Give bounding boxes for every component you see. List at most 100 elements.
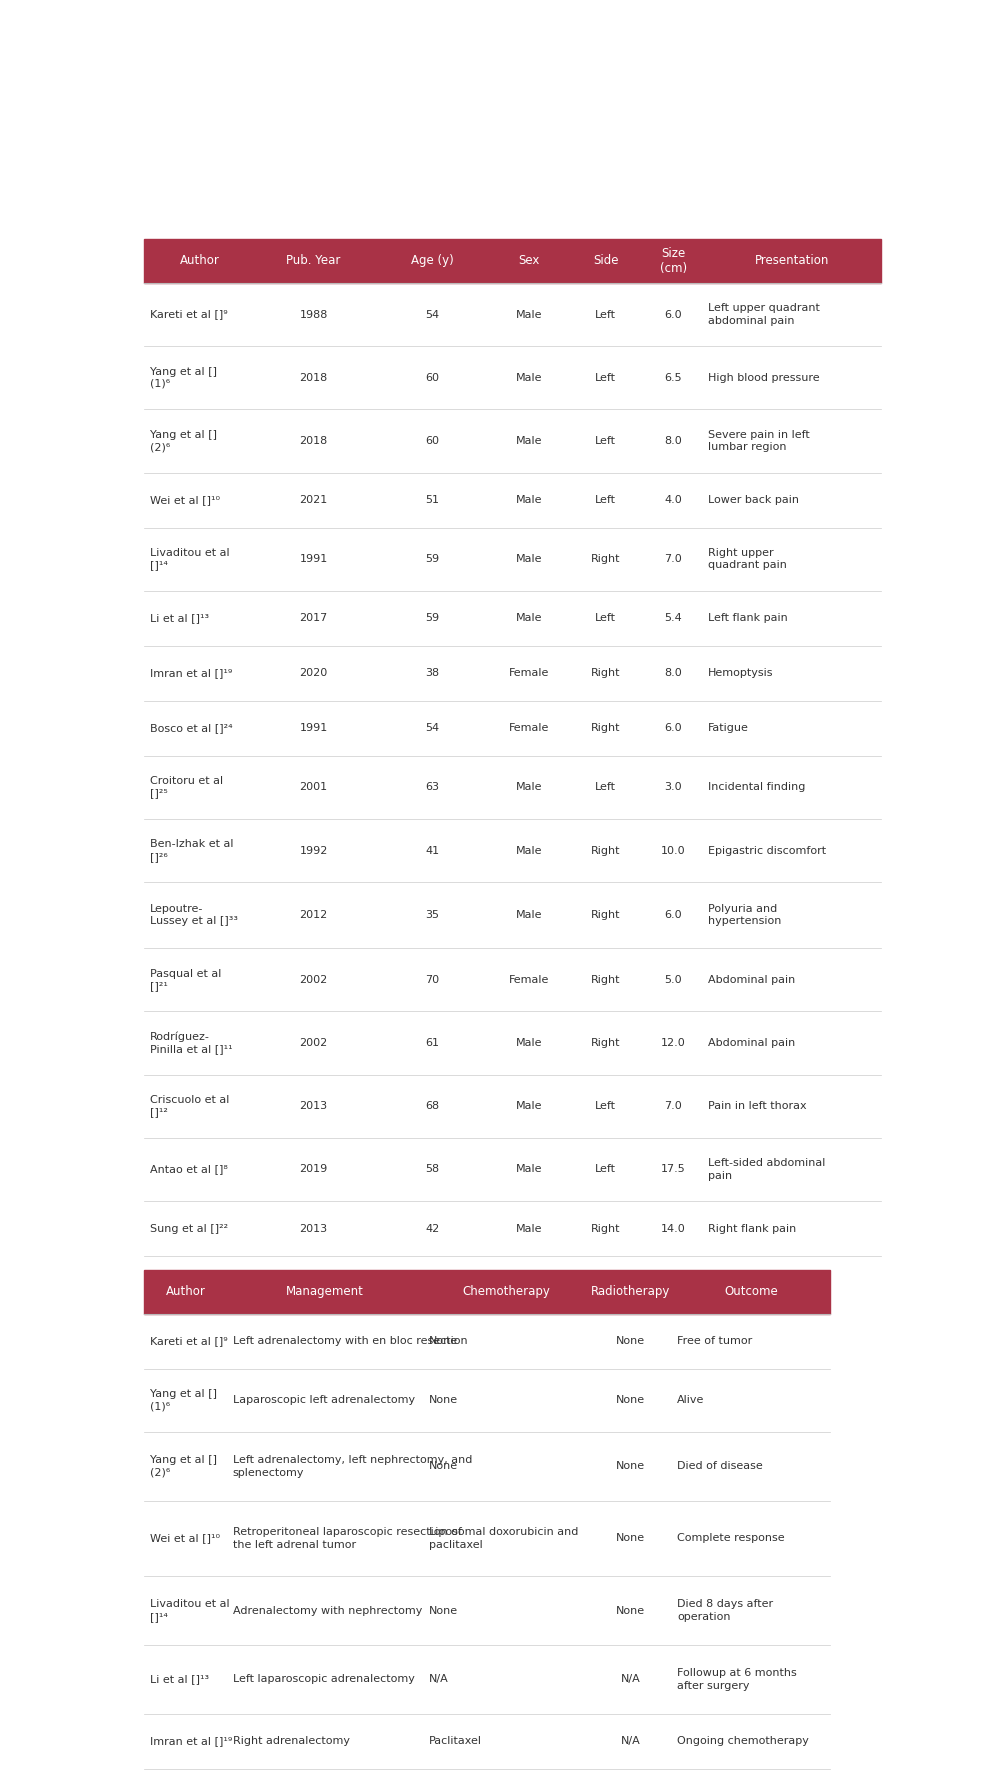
Text: Left: Left [595,614,616,623]
Text: Croitoru et al
[]²⁵: Croitoru et al []²⁵ [150,776,223,798]
Text: 54: 54 [425,309,439,320]
Text: Wei et al []¹⁰: Wei et al []¹⁰ [150,494,220,505]
Text: 63: 63 [425,782,439,793]
Text: 2021: 2021 [300,494,328,505]
Text: Left adrenalectomy, left nephrectomy, and
splenectomy: Left adrenalectomy, left nephrectomy, an… [233,1455,472,1478]
Text: Epigastric discomfort: Epigastric discomfort [708,846,826,855]
Text: Retroperitoneal laparoscopic resection of
the left adrenal tumor: Retroperitoneal laparoscopic resection o… [233,1528,462,1549]
Text: 6.0: 6.0 [664,309,682,320]
Text: Left upper quadrant
abdominal pain: Left upper quadrant abdominal pain [708,303,820,325]
Text: Left adrenalectomy with en bloc resection: Left adrenalectomy with en bloc resectio… [233,1337,467,1346]
Bar [144,1269,830,1314]
Text: 68: 68 [425,1101,439,1112]
Text: 2020: 2020 [300,668,328,678]
Text: Li et al []¹³: Li et al []¹³ [150,614,209,623]
Text: Wei et al []¹⁰: Wei et al []¹⁰ [150,1533,220,1544]
Text: 2012: 2012 [300,910,328,921]
Text: Left: Left [595,1101,616,1112]
Text: 41: 41 [425,846,439,855]
Text: Outcome: Outcome [724,1285,778,1298]
Text: Yang et al []
(2)⁶: Yang et al [] (2)⁶ [150,430,217,452]
Text: Criscuolo et al
[]¹²: Criscuolo et al []¹² [150,1094,229,1117]
Text: 61: 61 [425,1039,439,1048]
Text: 60: 60 [425,373,439,382]
Text: Female: Female [509,975,550,985]
Text: 1991: 1991 [300,553,328,564]
Text: None: None [429,1462,458,1471]
Text: Left: Left [595,436,616,446]
Text: 5.0: 5.0 [664,975,682,985]
Text: 38: 38 [425,668,439,678]
Text: Left: Left [595,1164,616,1175]
Text: Antao et al []⁸: Antao et al []⁸ [150,1164,228,1175]
Text: Right: Right [591,1039,620,1048]
Text: Lepoutre-
Lussey et al []³³: Lepoutre- Lussey et al []³³ [150,903,238,926]
Text: Fatigue: Fatigue [708,723,749,734]
Text: Chemotherapy: Chemotherapy [462,1285,550,1298]
Text: Complete response: Complete response [677,1533,785,1544]
Text: 8.0: 8.0 [664,436,682,446]
Text: 14.0: 14.0 [661,1223,686,1233]
Text: Livaditou et al
[]¹⁴: Livaditou et al []¹⁴ [150,548,229,571]
Text: 2018: 2018 [300,373,328,382]
Text: None: None [429,1396,458,1405]
Text: Right: Right [591,668,620,678]
Text: Free of tumor: Free of tumor [677,1337,753,1346]
Text: 17.5: 17.5 [661,1164,686,1175]
Text: 12.0: 12.0 [661,1039,686,1048]
Text: Pub. Year: Pub. Year [286,255,341,268]
Text: Yang et al []
(1)⁶: Yang et al [] (1)⁶ [150,1389,217,1412]
Text: 3.0: 3.0 [664,782,682,793]
Text: 2013: 2013 [300,1101,328,1112]
Text: Left: Left [595,782,616,793]
Text: Rodríguez-
Pinilla et al []¹¹: Rodríguez- Pinilla et al []¹¹ [150,1032,232,1055]
Text: Hemoptysis: Hemoptysis [708,668,774,678]
Text: Left: Left [595,373,616,382]
Text: 1992: 1992 [299,846,328,855]
Text: Left laparoscopic adrenalectomy: Left laparoscopic adrenalectomy [233,1674,415,1685]
Text: Right: Right [591,553,620,564]
Text: Female: Female [509,723,550,734]
Text: Died 8 days after
operation: Died 8 days after operation [677,1599,774,1623]
Text: Male: Male [516,494,543,505]
Text: None: None [616,1337,645,1346]
Text: Female: Female [509,668,550,678]
Text: Right: Right [591,1223,620,1233]
Text: 70: 70 [425,975,439,985]
Text: 4.0: 4.0 [664,494,682,505]
Text: Management: Management [286,1285,364,1298]
Text: High blood pressure: High blood pressure [708,373,820,382]
Text: Male: Male [516,910,543,921]
Text: 2013: 2013 [300,1223,328,1233]
Text: Left flank pain: Left flank pain [708,614,788,623]
Text: Pasqual et al
[]²¹: Pasqual et al []²¹ [150,969,221,991]
Text: Lower back pain: Lower back pain [708,494,799,505]
Text: Abdominal pain: Abdominal pain [708,1039,796,1048]
Text: Kareti et al []⁹: Kareti et al []⁹ [150,1337,228,1346]
Text: Sex: Sex [519,255,540,268]
Text: 7.0: 7.0 [664,553,682,564]
Text: 6.0: 6.0 [664,910,682,921]
Text: Alive: Alive [677,1396,705,1405]
Text: Right: Right [591,846,620,855]
Text: Livaditou et al
[]¹⁴: Livaditou et al []¹⁴ [150,1599,229,1623]
Text: Right upper
quadrant pain: Right upper quadrant pain [708,548,787,571]
Text: Author: Author [166,1285,206,1298]
Text: None: None [616,1462,645,1471]
Text: Male: Male [516,1101,543,1112]
Text: 59: 59 [425,553,439,564]
Text: 8.0: 8.0 [664,668,682,678]
Text: Author: Author [179,255,219,268]
Text: Side: Side [593,255,618,268]
Text: Size
(cm): Size (cm) [660,246,687,275]
Text: Male: Male [516,436,543,446]
Text: Right: Right [591,723,620,734]
Text: 1988: 1988 [299,309,328,320]
Text: Ongoing chemotherapy: Ongoing chemotherapy [677,1737,809,1746]
Text: N/A: N/A [621,1737,640,1746]
Text: Liposomal doxorubicin and
paclitaxel: Liposomal doxorubicin and paclitaxel [429,1528,578,1549]
Text: Male: Male [516,1164,543,1175]
Text: Sung et al []²²: Sung et al []²² [150,1223,228,1233]
Text: Right: Right [591,975,620,985]
Text: Male: Male [516,309,543,320]
